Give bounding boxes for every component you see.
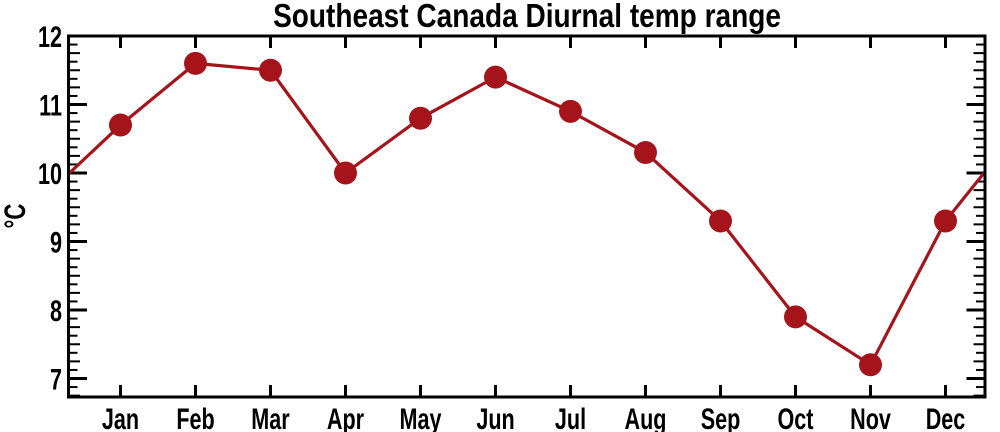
y-axis-label: °C (0, 204, 32, 229)
temperature-series (68, 51, 986, 377)
plot-frame (67, 34, 987, 399)
data-point-oct (784, 305, 807, 329)
y-tick-label-12: 12 (38, 19, 62, 53)
axis-ticks (70, 34, 984, 397)
x-tick-label-jan: Jan (102, 401, 139, 432)
data-point-jul (559, 99, 582, 123)
y-tick-label-7: 7 (50, 362, 62, 396)
x-tick-label-sep: Sep (701, 401, 741, 432)
x-tick-label-apr: Apr (327, 401, 364, 432)
x-tick-label-jun: Jun (476, 401, 514, 432)
series-line (68, 61, 986, 367)
x-tick-label-oct: Oct (778, 401, 814, 432)
x-tick-label-nov: Nov (850, 401, 891, 432)
data-point-aug (634, 140, 657, 164)
data-point-mar (259, 58, 282, 82)
y-tick-labels: 12 11 10 9 8 7 (38, 19, 62, 396)
y-tick-label-8: 8 (50, 293, 62, 327)
x-tick-label-aug: Aug (625, 401, 667, 432)
y-tick-label-9: 9 (50, 225, 62, 259)
x-tick-label-mar: Mar (251, 401, 289, 432)
x-tick-label-jul: Jul (555, 401, 586, 432)
x-tick-label-dec: Dec (926, 401, 966, 432)
y-tick-label-10: 10 (38, 156, 62, 190)
data-point-nov (859, 353, 882, 377)
data-point-sep (709, 209, 732, 233)
data-point-may (409, 106, 432, 130)
data-point-apr (334, 161, 357, 185)
data-point-feb (184, 51, 207, 75)
data-point-dec (934, 209, 957, 233)
x-tick-label-may: May (399, 401, 441, 432)
x-tick-labels: Jan Feb Mar Apr May Jun Jul Aug Sep Oct Nov Dec (102, 401, 965, 432)
x-tick-label-feb: Feb (176, 401, 214, 432)
data-point-jan (109, 113, 132, 137)
chart-title: Southeast Canada Diurnal temp range (273, 0, 781, 35)
y-tick-label-11: 11 (39, 88, 62, 122)
data-point-jun (484, 65, 507, 89)
